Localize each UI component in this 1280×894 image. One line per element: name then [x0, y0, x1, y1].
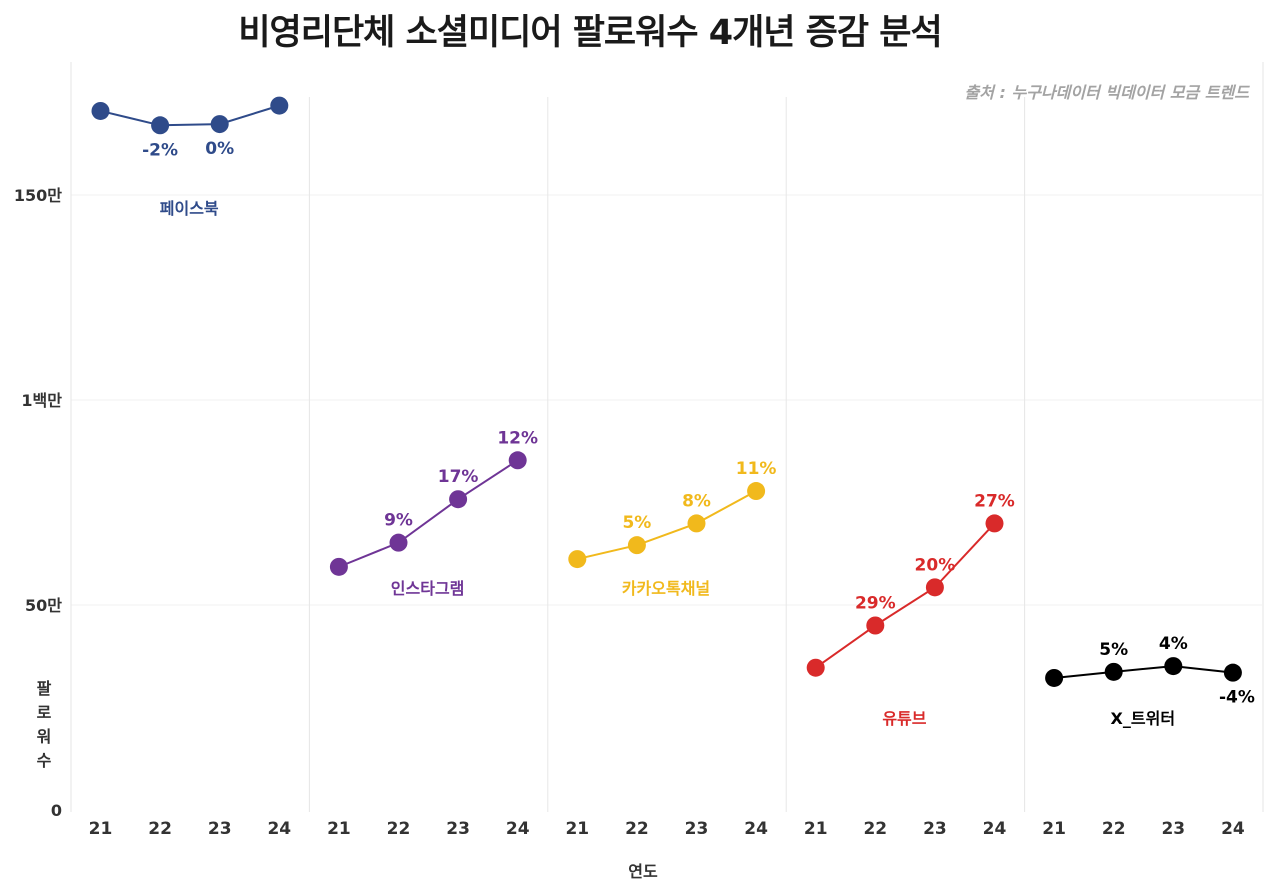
- x-tick-label: 24: [1221, 819, 1245, 839]
- series-panel: 9% 17% 12% 인스타그램: [329, 428, 538, 598]
- data-point: [210, 115, 229, 134]
- x-tick-label: 24: [506, 819, 530, 839]
- data-point: [747, 482, 766, 501]
- series-panel: 5% 8% 11% 카카오톡채널: [568, 459, 776, 598]
- chart-source: 출처 : 누구나데이터 빅데이터 모금 트렌드: [965, 83, 1251, 102]
- y-axis-title-char: 수: [37, 751, 52, 770]
- x-tick-label: 24: [983, 819, 1007, 839]
- gridlines: [70, 62, 1264, 812]
- y-tick-label: 150만: [14, 186, 62, 205]
- y-tick-label: 1백만: [21, 391, 62, 410]
- x-tick-label: 23: [685, 819, 709, 839]
- x-tick-label: 24: [744, 819, 768, 839]
- data-label: 8%: [682, 491, 711, 511]
- x-tick-label: 24: [267, 819, 291, 839]
- series-line: [100, 104, 280, 127]
- series-name-label: 페이스북: [160, 199, 219, 218]
- y-tick-label: 0: [51, 801, 62, 820]
- chart-title: 비영리단체 소셜미디어 팔로워수 4개년 증감 분석: [238, 13, 941, 53]
- x-tick-label: 22: [1102, 819, 1126, 839]
- data-point: [1045, 668, 1064, 687]
- x-tick-label: 21: [1042, 819, 1066, 839]
- series-name-label: X_트위터: [1111, 709, 1176, 728]
- series-panel: 29% 20% 27% 유튜브: [806, 491, 1015, 728]
- data-label: -2%: [142, 140, 178, 160]
- series-panels: -2% 0% 페이스북 9% 17% 12% 인스타그램 5% 8% 11% 카카오톡채널 29% 20…: [91, 96, 1255, 728]
- data-point: [806, 658, 825, 677]
- data-point: [508, 451, 527, 470]
- x-tick-label: 22: [625, 819, 649, 839]
- x-tick-label: 23: [1161, 819, 1185, 839]
- series-name-label: 카카오톡채널: [622, 579, 710, 598]
- data-label: 29%: [855, 594, 896, 614]
- data-point: [151, 116, 170, 135]
- data-point: [1223, 663, 1242, 682]
- y-axis-title-char: 팔: [37, 679, 52, 698]
- series-name-label: 인스타그램: [391, 579, 465, 598]
- data-point: [449, 490, 468, 509]
- data-label: 12%: [497, 428, 538, 448]
- data-point: [1104, 662, 1123, 681]
- series-line: [338, 459, 519, 568]
- data-point: [389, 533, 408, 552]
- data-label: 20%: [915, 555, 956, 575]
- x-tick-label: 21: [565, 819, 589, 839]
- data-point: [270, 96, 289, 115]
- data-label: 17%: [438, 467, 479, 487]
- data-label: 4%: [1159, 634, 1188, 654]
- series-line: [1053, 665, 1234, 679]
- x-tick-label: 22: [863, 819, 887, 839]
- x-tick-label: 23: [923, 819, 947, 839]
- series-line: [577, 490, 757, 561]
- x-tick-label: 22: [148, 819, 172, 839]
- data-label: 11%: [736, 459, 777, 479]
- series-panel: -2% 0% 페이스북: [91, 96, 289, 218]
- y-axis-title: 팔로워수: [37, 679, 52, 770]
- x-axis-ticks: 21 22 23 24 21 22 23 24 21 22 23 24 21 22 23 24 21 22 23 24: [89, 819, 1245, 839]
- data-point: [1164, 657, 1183, 676]
- data-label: 5%: [622, 513, 651, 533]
- data-point: [866, 616, 885, 635]
- data-label: 0%: [205, 139, 234, 159]
- x-tick-label: 21: [89, 819, 113, 839]
- data-point: [687, 514, 706, 533]
- data-label: 27%: [974, 491, 1015, 511]
- series-name-label: 유튜브: [882, 709, 926, 728]
- data-label: 5%: [1099, 640, 1128, 660]
- data-point: [925, 578, 944, 597]
- data-label: 9%: [384, 511, 413, 531]
- x-tick-label: 23: [208, 819, 232, 839]
- data-point: [568, 550, 587, 569]
- y-axis-title-char: 워: [37, 727, 52, 746]
- series-line: [815, 522, 996, 669]
- series-panel: 5% 4% -4% X_트위터: [1045, 634, 1255, 728]
- data-point: [985, 514, 1004, 533]
- y-axis-title-char: 로: [37, 703, 52, 722]
- x-tick-label: 21: [327, 819, 351, 839]
- y-axis-ticks: 0 50만 1백만 150만: [14, 186, 62, 820]
- x-tick-label: 21: [804, 819, 828, 839]
- data-point: [91, 101, 110, 120]
- y-tick-label: 50만: [25, 596, 62, 615]
- x-tick-label: 23: [446, 819, 470, 839]
- data-point: [627, 536, 646, 555]
- x-axis-title: 연도: [628, 862, 658, 881]
- x-tick-label: 22: [387, 819, 411, 839]
- data-point: [329, 557, 348, 576]
- data-label: -4%: [1219, 688, 1255, 708]
